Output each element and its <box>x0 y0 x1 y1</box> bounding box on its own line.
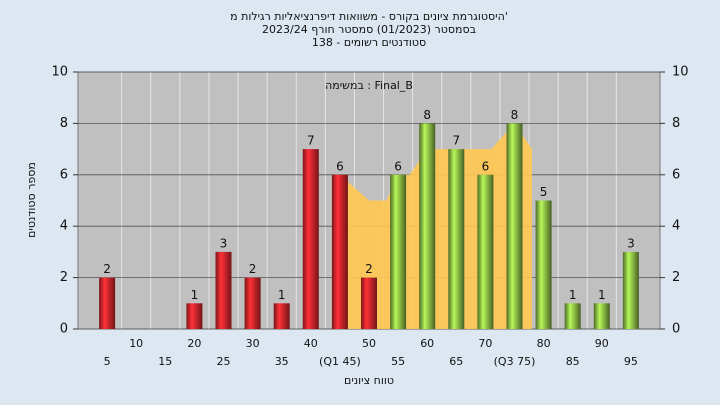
y2-tick-label: 0 <box>672 322 680 337</box>
value-label: 8 <box>423 108 431 122</box>
bar <box>186 303 203 329</box>
value-label: 5 <box>540 185 548 199</box>
bar <box>331 174 348 329</box>
value-label: 2 <box>365 262 373 276</box>
x-tick-label: 35 <box>275 355 289 368</box>
x-tick-label: 10 <box>129 337 143 350</box>
value-label: 8 <box>511 108 519 122</box>
value-label: 2 <box>249 262 257 276</box>
y-tick-label: 2 <box>60 270 68 285</box>
bar <box>302 149 319 329</box>
x-tick-label: 85 <box>566 355 580 368</box>
bar <box>99 277 116 329</box>
x-tick-label: 55 <box>391 355 405 368</box>
value-label: 6 <box>394 159 402 173</box>
bar <box>622 251 639 329</box>
y2-tick-label: 4 <box>672 219 680 234</box>
bar <box>361 277 377 329</box>
bar <box>506 123 523 330</box>
value-label: 1 <box>569 288 577 302</box>
value-label: 1 <box>598 288 606 302</box>
bar <box>244 277 261 329</box>
x-tick-label: (Q1 45) <box>319 355 361 368</box>
x-tick-label: 5 <box>104 355 111 368</box>
y2-tick-label: 6 <box>672 167 680 182</box>
bar <box>273 303 290 329</box>
x-tick-label: 80 <box>537 337 551 350</box>
chart-title: היסטוגרמת ציונים בקורס - משוואות דיפרנצי… <box>230 10 508 23</box>
y-axis-title: מספר סטודנטים <box>25 162 38 238</box>
value-label: 3 <box>627 236 635 250</box>
x-tick-label: 95 <box>624 355 638 368</box>
bar <box>390 174 407 329</box>
x-tick-label: 30 <box>246 337 260 350</box>
bar <box>419 123 436 330</box>
bar <box>535 200 552 329</box>
bar <box>215 251 232 329</box>
y-tick-label: 0 <box>60 322 68 337</box>
x-tick-label: 65 <box>449 355 463 368</box>
chart-subtitle: סטודנטים רשומים - 138 <box>312 36 426 49</box>
annotation: במשימה : Final_B <box>325 79 413 92</box>
x-tick-label: (Q3 75) <box>494 355 536 368</box>
x-tick-label: 50 <box>362 337 376 350</box>
x-axis-title: טווח ציונים <box>344 374 394 387</box>
bar <box>564 303 581 329</box>
value-label: 2 <box>103 262 111 276</box>
y2-tick-label: 10 <box>672 65 689 80</box>
y-tick-label: 10 <box>51 65 68 80</box>
x-tick-label: 40 <box>304 337 318 350</box>
y-tick-label: 4 <box>60 219 68 234</box>
x-tick-label: 15 <box>158 355 172 368</box>
y-tick-label: 6 <box>60 167 68 182</box>
x-tick-label: 60 <box>420 337 434 350</box>
x-tick-label: 70 <box>478 337 492 350</box>
y-tick-label: 8 <box>60 116 68 131</box>
y2-tick-label: 8 <box>672 116 680 131</box>
chart-subtitle: בסמסטר (01/2023) סמסטר חורף 2023/24 <box>262 23 476 36</box>
x-tick-label: 20 <box>187 337 201 350</box>
value-label: 1 <box>278 288 286 302</box>
value-label: 6 <box>336 159 344 173</box>
bar <box>448 149 465 329</box>
value-label: 7 <box>452 134 460 148</box>
value-label: 6 <box>482 159 490 173</box>
bar <box>477 174 494 329</box>
value-label: 3 <box>220 236 228 250</box>
value-label: 1 <box>191 288 199 302</box>
bar <box>593 303 610 329</box>
x-tick-label: 25 <box>217 355 231 368</box>
y2-tick-label: 2 <box>672 270 680 285</box>
value-label: 7 <box>307 134 315 148</box>
x-tick-label: 90 <box>595 337 609 350</box>
